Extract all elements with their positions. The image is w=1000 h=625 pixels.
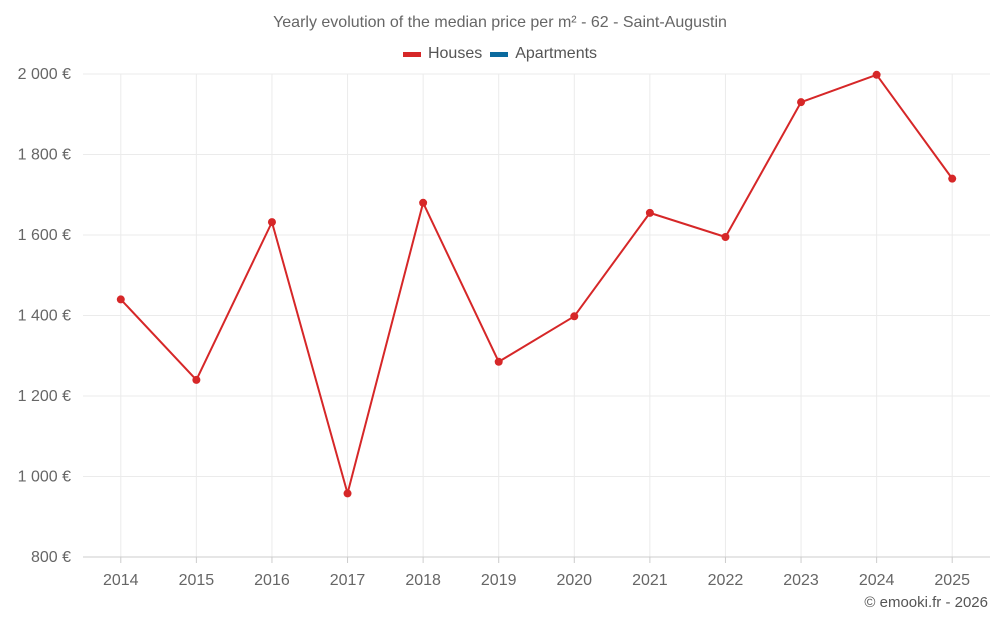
y-tick-label: 1 200 € — [18, 388, 71, 405]
x-tick-label: 2021 — [632, 572, 668, 589]
x-tick-label: 2024 — [859, 572, 895, 589]
y-tick-label: 1 000 € — [18, 469, 71, 486]
houses-point — [116, 295, 125, 304]
x-tick-label: 2018 — [405, 572, 441, 589]
y-tick-label: 800 € — [31, 549, 71, 566]
series-layer — [116, 70, 957, 498]
houses-line — [120, 73, 954, 495]
x-tick-label: 2022 — [708, 572, 744, 589]
houses-point — [797, 98, 806, 107]
x-tick-label: 2025 — [934, 572, 970, 589]
houses-point — [721, 233, 730, 242]
grid-lines — [83, 73, 990, 557]
x-tick-label: 2014 — [103, 572, 139, 589]
houses-point — [570, 312, 579, 321]
houses-swatch — [402, 51, 421, 57]
legend: Houses Apartments — [0, 45, 1000, 63]
legend-label-apartments: Apartments — [515, 45, 598, 62]
y-tick-label: 1 800 € — [18, 147, 71, 164]
houses-point — [267, 218, 276, 227]
apartments-swatch — [490, 51, 509, 57]
x-tick-label: 2016 — [254, 572, 290, 589]
houses-point — [645, 208, 654, 217]
houses-point — [948, 174, 957, 183]
houses-point — [872, 70, 881, 79]
legend-item-apartments[interactable]: Apartments — [490, 45, 597, 63]
x-tick-label: 2017 — [330, 572, 366, 589]
x-tick-label: 2019 — [481, 572, 517, 589]
houses-point — [419, 198, 428, 207]
legend-item-houses[interactable]: Houses — [402, 45, 483, 63]
houses-point — [343, 489, 352, 498]
x-tick-label: 2020 — [556, 572, 592, 589]
credit-text: © emooki.fr - 2026 — [864, 594, 988, 611]
y-tick-label: 1 400 € — [18, 308, 71, 325]
x-tick-label: 2015 — [179, 572, 215, 589]
x-tick-label: 2023 — [783, 572, 819, 589]
y-tick-label: 1 600 € — [18, 227, 71, 244]
houses-point — [494, 357, 503, 366]
axes: 800 € 1 000 € 1 200 € 1 400 € 1 600 € 1 800 €… — [18, 66, 990, 589]
chart-title: Yearly evolution of the median price per… — [273, 14, 727, 31]
houses-point — [192, 375, 201, 384]
legend-label-houses: Houses — [427, 45, 483, 62]
y-tick-label: 2 000 € — [18, 66, 71, 83]
